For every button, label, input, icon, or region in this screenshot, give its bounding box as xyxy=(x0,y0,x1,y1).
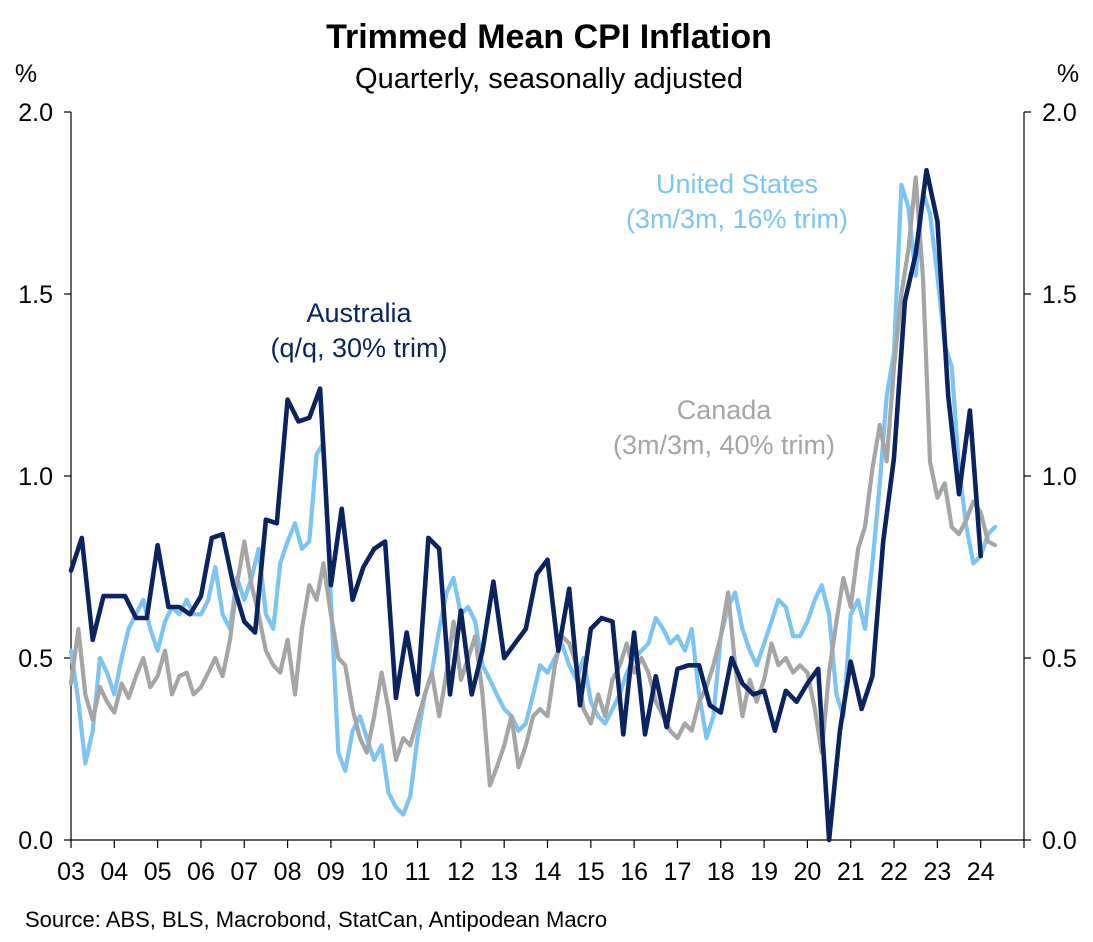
x-tick-label: 21 xyxy=(837,858,865,886)
y-axis-left-unit: % xyxy=(15,60,37,88)
x-tick-label: 22 xyxy=(880,858,908,886)
x-tick-label: 16 xyxy=(620,858,648,886)
series-label-canada: Canada xyxy=(677,395,773,425)
y-axis-right-unit: % xyxy=(1057,60,1079,88)
y-ticks-right: 0.0 0.5 1.0 1.5 2.0 xyxy=(1024,99,1077,855)
y-tick-label-right: 1.0 xyxy=(1042,463,1077,491)
x-tick-label: 13 xyxy=(490,858,518,886)
y-tick-label-right: 2.0 xyxy=(1042,99,1077,127)
x-tick-label: 20 xyxy=(794,858,822,886)
x-tick-label: 09 xyxy=(317,858,345,886)
series-label-canada: (3m/3m, 40% trim) xyxy=(613,430,835,460)
x-tick-label: 11 xyxy=(405,858,431,886)
y-tick-label-left: 0.5 xyxy=(18,645,53,673)
x-tick-label: 12 xyxy=(447,858,475,886)
x-tick-label: 06 xyxy=(187,858,215,886)
series-label-united-states: United States xyxy=(656,169,818,199)
y-tick-label-right: 1.5 xyxy=(1042,281,1077,309)
x-tick-label: 05 xyxy=(144,858,172,886)
x-tick-label: 03 xyxy=(57,858,85,886)
chart-title: Trimmed Mean CPI Inflation xyxy=(326,18,772,56)
x-tick-label: 18 xyxy=(707,858,735,886)
y-tick-label-left: 2.0 xyxy=(18,99,53,127)
series-line-australia xyxy=(68,167,983,843)
x-tick-label: 23 xyxy=(923,858,951,886)
x-tick-label: 07 xyxy=(230,858,258,886)
source-note: Source: ABS, BLS, Macrobond, StatCan, An… xyxy=(25,907,607,932)
y-tick-label-right: 0.0 xyxy=(1042,827,1077,855)
series-label-australia: Australia xyxy=(306,298,412,328)
chart-subtitle: Quarterly, seasonally adjusted xyxy=(355,63,743,95)
series-labels: United States (3m/3m, 16% trim) Canada (3m/… xyxy=(270,169,848,460)
x-tick-label: 14 xyxy=(534,858,562,886)
y-tick-label-right: 0.5 xyxy=(1042,645,1077,673)
y-ticks-left: 0.0 0.5 1.0 1.5 2.0 xyxy=(18,99,71,855)
x-tick-label: 08 xyxy=(274,858,302,886)
x-tick-label: 15 xyxy=(577,858,605,886)
series-line-canada xyxy=(68,175,998,788)
x-tick-label: 04 xyxy=(100,858,128,886)
series-label-australia: (q/q, 30% trim) xyxy=(270,333,447,363)
x-tick-label: 10 xyxy=(360,858,388,886)
x-tick-label: 19 xyxy=(750,858,778,886)
x-ticks: 03 04 05 06 07 08 09 10 11 12 13 14 15 16 17 18 19 20 21 22… xyxy=(57,840,1025,886)
x-tick-label: 17 xyxy=(664,858,692,886)
x-tick-label: 24 xyxy=(967,858,995,886)
series-lines xyxy=(68,167,998,843)
y-tick-label-left: 1.5 xyxy=(18,281,53,309)
y-tick-label-left: 0.0 xyxy=(18,827,53,855)
series-label-united-states: (3m/3m, 16% trim) xyxy=(626,204,848,234)
y-tick-label-left: 1.0 xyxy=(18,463,53,491)
